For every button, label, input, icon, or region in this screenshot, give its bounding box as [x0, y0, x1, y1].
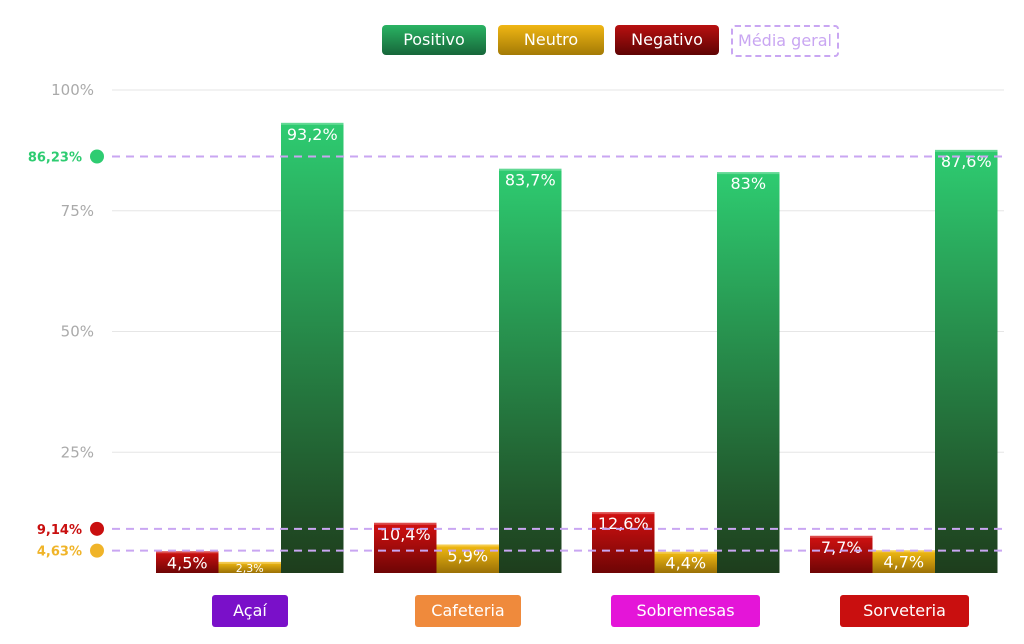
bar-label: 83% [730, 174, 766, 193]
bar-negativo-2 [592, 512, 655, 573]
bar-highlight [281, 122, 344, 125]
bar-positivo-1 [499, 168, 562, 573]
bar-neutro-2 [654, 551, 717, 573]
average-dot-neutro [90, 543, 104, 558]
y-tick-label: 25% [61, 443, 94, 461]
bar-highlight [218, 561, 281, 564]
average-label-negativo: 9,14% [37, 523, 82, 538]
category-sorveteria: Sorveteria [840, 595, 969, 627]
legend-media-geral[interactable]: Média geral [731, 25, 839, 57]
average-dot-negativo [90, 521, 104, 536]
bar-label: 2,3% [236, 562, 264, 575]
category-sobremesas: Sobremesas [611, 595, 760, 627]
bar-neutro-3 [872, 550, 935, 573]
bar-negativo-3 [810, 535, 873, 573]
average-label-positivo: 86,23% [28, 151, 82, 166]
legend-neutro[interactable]: Neutro [498, 25, 604, 55]
bar-highlight [374, 522, 437, 525]
bar-positivo-3 [935, 149, 998, 573]
bar-label: 7,7% [821, 538, 862, 557]
y-tick-label: 50% [61, 323, 94, 341]
bar-positivo-0 [281, 122, 344, 574]
bar-neutro-0 [218, 561, 281, 573]
y-tick-label: 100% [51, 81, 94, 99]
bar-label: 5,9% [447, 547, 488, 566]
bar-neutro-1 [436, 544, 499, 573]
bar-highlight [654, 551, 717, 554]
y-tick-label: 75% [61, 202, 94, 220]
category-cafeteria: Cafeteria [415, 595, 521, 627]
bar-highlight [592, 512, 655, 515]
legend-positivo[interactable]: Positivo [382, 25, 486, 55]
legend-negativo[interactable]: Negativo [615, 25, 719, 55]
bar-highlight [436, 544, 499, 547]
bar-highlight [935, 149, 998, 152]
bar-label: 4,5% [167, 553, 208, 572]
bar-highlight [810, 535, 873, 538]
bar-label: 4,7% [883, 552, 924, 571]
bar-highlight [499, 168, 562, 171]
category-acai: Açaí [212, 595, 288, 627]
average-dot-positivo [90, 149, 104, 164]
bar-label: 83,7% [505, 171, 556, 190]
bar-label: 4,4% [665, 554, 706, 573]
bar-label: 10,4% [380, 525, 431, 544]
bar-highlight [717, 172, 780, 175]
bar-label: 12,6% [598, 514, 649, 533]
legend: Positivo Neutro Negativo Média geral [0, 25, 1024, 57]
bar-label: 93,2% [287, 125, 338, 144]
bar-positivo-2 [717, 172, 780, 574]
bar-label: 87,6% [941, 152, 992, 171]
bar-highlight [156, 551, 219, 554]
bar-negativo-0 [156, 551, 219, 573]
bar-negativo-1 [374, 522, 437, 573]
average-label-neutro: 4,63% [37, 545, 82, 560]
